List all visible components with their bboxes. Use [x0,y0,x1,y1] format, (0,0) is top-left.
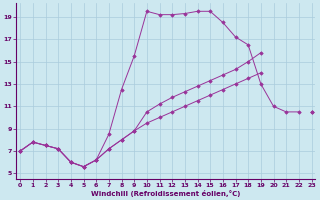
X-axis label: Windchill (Refroidissement éolien,°C): Windchill (Refroidissement éolien,°C) [91,190,241,197]
